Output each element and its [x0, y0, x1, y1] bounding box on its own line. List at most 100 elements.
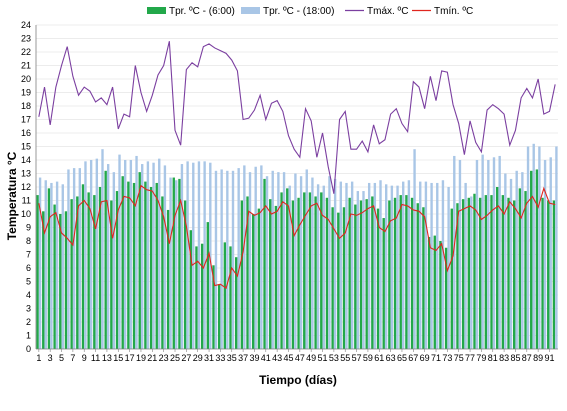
bar-tpr-6: [303, 192, 306, 349]
bar-tpr-18: [192, 162, 195, 349]
bar-tpr-18: [538, 146, 541, 349]
x-tick-label: 27: [181, 353, 191, 363]
bar-tpr-18: [163, 165, 167, 349]
series-line-tmin: [38, 184, 556, 290]
bar-tpr-6: [348, 197, 351, 349]
y-tick-label: 12: [21, 182, 31, 192]
bar-tpr-6: [410, 197, 414, 349]
bar-tpr-6: [513, 200, 516, 349]
bar-tpr-6: [444, 247, 448, 349]
legend-swatch-tpr-18: [241, 7, 260, 14]
bar-tpr-6: [427, 236, 431, 349]
y-tick-label: 20: [21, 74, 31, 84]
bar-tpr-6: [286, 188, 289, 349]
bar-tpr-18: [158, 158, 161, 349]
bar-tpr-18: [38, 177, 42, 349]
bar-tpr-6: [524, 191, 527, 349]
bar-tpr-6: [59, 214, 62, 349]
legend-item-tmin: Tmín. ºC: [412, 6, 473, 17]
bar-tpr-6: [70, 199, 73, 349]
bar-tpr-6: [87, 192, 90, 349]
y-tick-label: 15: [21, 142, 31, 152]
bar-tpr-18: [106, 164, 110, 349]
bar-tpr-6: [155, 182, 158, 349]
bar-tpr-6: [405, 195, 408, 349]
bar-tpr-18: [311, 177, 314, 349]
bar-tpr-6: [240, 200, 244, 349]
bar-tpr-6: [132, 182, 136, 349]
x-tick-label: 5: [59, 353, 64, 363]
y-tick-label: 8: [26, 236, 31, 246]
legend-label-tpr-18: Tpr. ºC - (18:00): [263, 6, 334, 17]
legend-swatch-tpr-6: [147, 7, 166, 14]
bar-tpr-6: [161, 196, 164, 349]
bar-tpr-6: [439, 241, 442, 349]
bar-tpr-6: [399, 195, 402, 349]
bar-tpr-18: [265, 176, 269, 349]
bar-tpr-18: [362, 191, 365, 349]
bar-tpr-18: [89, 160, 93, 349]
bar-tpr-6: [98, 187, 102, 349]
x-tick-label: 13: [102, 353, 112, 363]
bar-tpr-18: [124, 160, 127, 349]
legend-label-tmin: Tmín. ºC: [434, 6, 473, 17]
bar-tpr-18: [356, 191, 360, 349]
y-tick-label: 11: [22, 196, 31, 206]
y-tick-label: 4: [26, 290, 31, 300]
x-tick-label: 11: [91, 353, 100, 363]
bar-tpr-6: [189, 230, 192, 349]
bar-tpr-18: [299, 176, 303, 349]
bar-tpr-18: [498, 155, 501, 349]
bar-tpr-6: [308, 192, 312, 349]
legend-item-tpr-18: Tpr. ºC - (18:00): [241, 6, 334, 17]
x-tick-label: 29: [193, 353, 203, 363]
bar-tpr-18: [118, 154, 121, 349]
bar-tpr-6: [93, 195, 96, 349]
bar-tpr-18: [72, 168, 76, 349]
bar-tpr-18: [532, 143, 535, 349]
x-tick-label: 21: [147, 353, 157, 363]
bar-tpr-6: [495, 187, 499, 349]
bar-tpr-6: [223, 242, 227, 349]
bar-tpr-6: [138, 172, 141, 349]
y-tick-label: 10: [21, 209, 31, 219]
bar-tpr-6: [376, 208, 380, 349]
bar-tpr-6: [234, 257, 238, 349]
x-tick-label: 25: [170, 353, 180, 363]
bar-tpr-18: [243, 165, 246, 349]
x-tick-label: 37: [238, 353, 248, 363]
bar-tpr-18: [277, 172, 280, 349]
bar-tpr-6: [388, 200, 391, 349]
bar-tpr-18: [549, 157, 552, 349]
bar-tpr-18: [231, 170, 235, 349]
bar-tpr-6: [229, 246, 232, 349]
bar-tpr-18: [95, 158, 99, 349]
bar-tpr-18: [197, 161, 201, 349]
bar-tpr-6: [183, 200, 187, 349]
bar-tpr-6: [478, 197, 482, 349]
bar-tpr-18: [555, 146, 558, 349]
bar-tpr-18: [322, 185, 325, 349]
bar-tpr-6: [263, 178, 266, 349]
x-tick-label: 79: [476, 353, 486, 363]
bar-tpr-6: [331, 207, 334, 349]
bar-tpr-6: [104, 170, 107, 349]
bar-tpr-18: [339, 181, 342, 349]
bar-tpr-6: [195, 246, 198, 349]
bar-tpr-18: [328, 176, 331, 349]
bar-tpr-18: [226, 170, 229, 349]
bar-tpr-18: [316, 184, 320, 349]
bar-tpr-6: [530, 170, 533, 349]
x-tick-label: 75: [454, 353, 464, 363]
x-tick-label: 9: [82, 353, 87, 363]
x-tick-label: 87: [522, 353, 532, 363]
x-tick-label: 45: [283, 353, 293, 363]
x-tick-label: 39: [249, 353, 259, 363]
bar-tpr-18: [146, 161, 150, 349]
x-tick-label: 59: [363, 353, 373, 363]
bar-tpr-6: [507, 197, 510, 349]
bar-tpr-18: [333, 178, 337, 349]
bar-tpr-18: [175, 180, 178, 349]
bar-tpr-18: [396, 185, 399, 349]
bar-tpr-18: [521, 172, 524, 349]
